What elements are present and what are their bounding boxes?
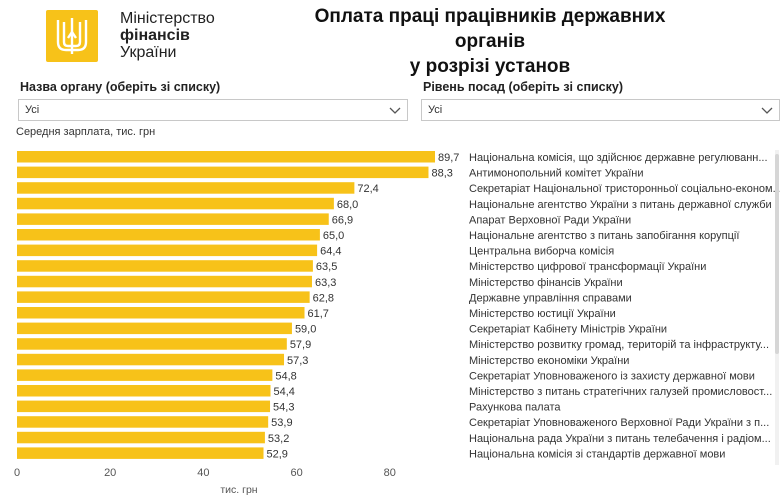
bar[interactable] [17,400,271,413]
category-label: Секретаріат Уповноваженого Верховної Рад… [469,417,769,429]
category-label: Міністерство юстиції України [469,308,616,320]
category-label: Міністерство розвитку громад, територій … [469,339,769,351]
bar[interactable] [17,369,273,381]
page-title-line-1: Оплата праці працівників державних орган… [314,6,666,52]
category-label: Секретаріат Кабінету Міністрів України [469,324,667,336]
category-label: Національне агентство з питань запобіган… [469,230,739,242]
category-label: Національна рада України з питань телеба… [469,433,771,445]
bar[interactable] [17,322,292,335]
bar[interactable] [17,431,265,444]
x-tick-label: 20 [104,467,116,479]
level-filter-value: Усі [428,104,443,116]
chevron-down-icon [387,102,403,123]
category-label: Секретаріат Національної тристоронньої с… [469,183,780,195]
logo-line-1: Міністерство [120,10,215,27]
category-label: Міністерство з питань стратегічних галуз… [469,386,772,398]
organ-filter-value: Усі [25,104,40,116]
bar-value-label: 66,9 [332,214,353,226]
bar[interactable] [17,151,436,163]
category-label: Національна комісія, що здійснює державн… [469,152,768,164]
ministry-logo: Міністерство фінансів України [46,10,226,62]
category-label: Апарат Верховної Ради України [469,214,631,226]
x-tick-label: 80 [384,467,396,479]
page-title-line-2: у розрізі установ [409,56,571,77]
bar-value-label: 53,9 [271,417,292,429]
bar[interactable] [17,307,305,319]
logo-line-2: фінансів [120,27,190,44]
category-label: Антимонопольний комітет України [469,168,644,180]
bar-value-label: 54,3 [273,402,294,414]
bar-value-label: 89,7 [438,152,459,164]
x-tick-label: 60 [290,467,302,479]
bar-value-label: 63,3 [315,277,336,289]
bar-value-label: 57,3 [287,355,308,367]
organ-filter-label: Назва органу (оберіть зі списку) [20,80,221,94]
logo-line-3: України [120,44,177,61]
bar[interactable] [17,338,287,350]
x-tick-label: 40 [197,467,209,479]
bar-value-label: 72,4 [357,183,378,195]
ministry-name: Міністерство фінансів України [120,10,215,61]
bar-value-label: 64,4 [320,246,341,258]
bar[interactable] [17,260,313,272]
bar-value-label: 52,9 [267,448,288,460]
category-label: Секретаріат Уповноваженого із захисту де… [469,370,755,382]
bar-value-label: 63,5 [316,261,337,273]
bar-value-label: 88,3 [431,168,452,180]
bar-value-label: 68,0 [337,199,358,211]
chart-scrollbar[interactable] [775,150,779,465]
bar[interactable] [17,244,318,257]
bar-value-label: 54,8 [275,370,296,382]
category-label: Національне агентство України з питань д… [469,199,772,211]
chevron-down-icon [759,102,775,123]
bar-value-label: 53,2 [268,433,289,445]
category-label: Центральна виборча комісія [469,246,614,258]
bar[interactable] [17,166,429,179]
scrollbar-thumb[interactable] [775,154,779,354]
bar[interactable] [17,229,320,241]
category-label: Державне управління справами [469,292,632,304]
bar-value-label: 61,7 [308,308,329,320]
bar[interactable] [17,353,285,366]
page-title: Оплата праці працівників державних орган… [290,4,690,79]
bar[interactable] [17,416,269,428]
bar[interactable] [17,291,310,303]
bar[interactable] [17,182,355,194]
category-label: Міністерство фінансів України [469,277,623,289]
bar[interactable] [17,213,329,225]
category-label: Рахункова палата [469,402,561,414]
category-label: Національна комісія зі стандартів держав… [469,448,725,460]
bar[interactable] [17,385,271,397]
bar-value-label: 54,4 [274,386,295,398]
bar-value-label: 62,8 [313,292,334,304]
level-filter-label: Рівень посад (оберіть зі списку) [423,80,623,94]
trident-emblem-icon [46,10,98,62]
bar-value-label: 65,0 [323,230,344,242]
category-label: Міністерство економіки України [469,355,629,367]
bar-value-label: 59,0 [295,324,316,336]
bar-value-label: 57,9 [290,339,311,351]
chart-subtitle: Середня зарплата, тис. грн [16,126,156,138]
x-tick-label: 0 [14,467,20,479]
bar[interactable] [17,447,264,459]
bar[interactable] [17,197,334,210]
x-axis-label: тис. грн [220,484,257,496]
bar[interactable] [17,275,312,288]
organ-filter-dropdown[interactable]: Усі [18,99,408,121]
category-label: Міністерство цифрової трансформації Укра… [469,261,706,273]
